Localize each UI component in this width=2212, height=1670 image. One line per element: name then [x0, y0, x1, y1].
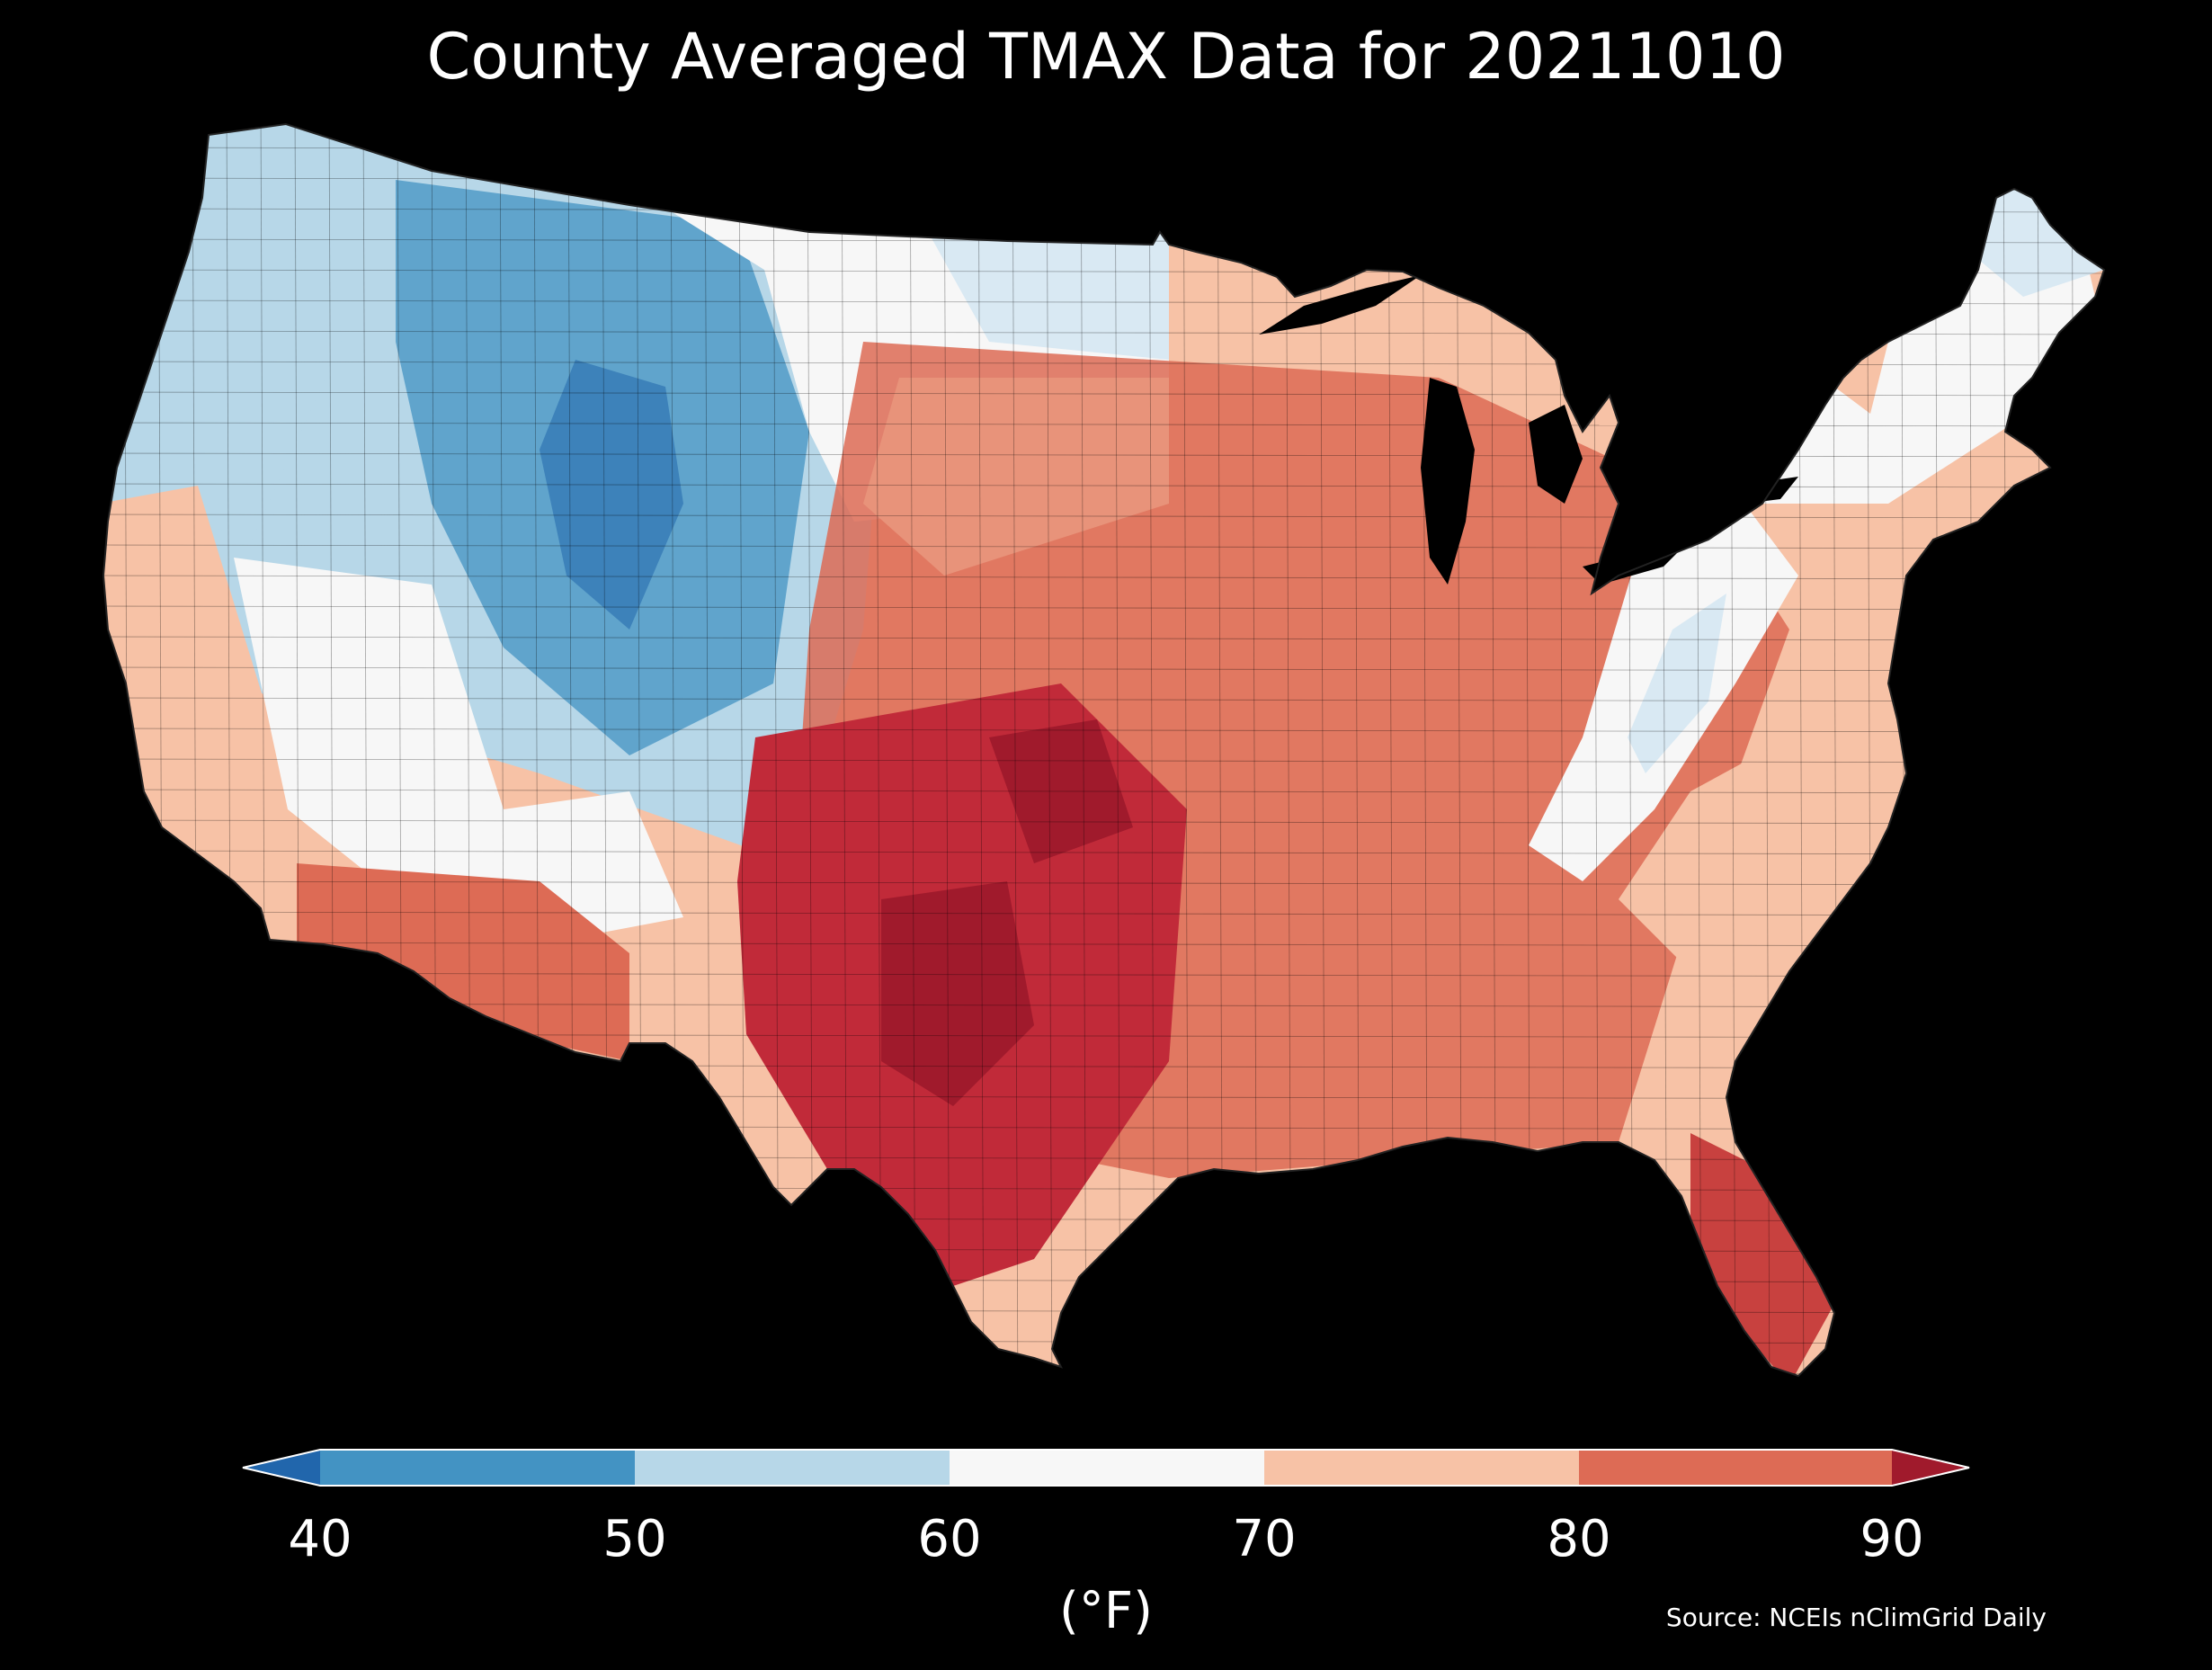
county-line [103, 666, 2104, 672]
colorbar-tick-label: 60 [917, 1510, 982, 1568]
region-desert-southwest [297, 863, 629, 1061]
county-line [103, 544, 2104, 549]
county-line [103, 514, 2104, 519]
county-line [103, 636, 2104, 641]
county-line [1148, 124, 1155, 1376]
lake-ontario [1735, 477, 1798, 504]
county-line [1080, 124, 1087, 1376]
region-oklahoma-hot-core [989, 719, 1133, 863]
colorbar-tick-label: 50 [602, 1510, 667, 1568]
county-line [123, 124, 130, 1376]
lake-huron [1529, 405, 1583, 504]
region-texas-hot-core [881, 881, 1034, 1106]
county-line [103, 789, 2104, 794]
county-line [103, 758, 2104, 764]
county-line [909, 124, 916, 1376]
region-central-plains [863, 378, 1169, 576]
county-line [1114, 124, 1121, 1376]
county-line [103, 697, 2104, 702]
region-california-coast [103, 486, 270, 935]
region-florida [1690, 1133, 1834, 1376]
county-line [103, 1370, 2104, 1375]
county-line [90, 1401, 2122, 1405]
county-line [977, 124, 985, 1376]
county-line [103, 911, 2104, 916]
county-line [103, 880, 2104, 886]
county-line [103, 819, 2104, 825]
colorbar-tick-label: 90 [1860, 1510, 1924, 1568]
county-line [103, 147, 2104, 152]
county-line [772, 124, 780, 1376]
lake-erie [1583, 540, 1690, 585]
county-line [1012, 124, 1019, 1376]
colorbar-tick-label: 40 [288, 1510, 352, 1568]
county-line [103, 483, 2104, 488]
lake-superior [1259, 275, 1421, 335]
county-line [1046, 124, 1053, 1376]
county-line [103, 850, 2104, 855]
region-appalachians-cool [1628, 594, 1726, 773]
great-lakes [1259, 275, 1798, 585]
region-great-basin [234, 558, 683, 944]
county-line [103, 605, 2104, 611]
region-colorado-peaks [540, 360, 683, 630]
county-line [2106, 108, 2111, 1403]
county-line [103, 942, 2104, 947]
county-line [103, 728, 2104, 733]
map-title: County Averaged TMAX Data for 20211010 [426, 20, 1786, 94]
colorbar-tick-label: 70 [1232, 1510, 1297, 1568]
colorbar-tick-label: 80 [1547, 1510, 1611, 1568]
county-line [90, 108, 95, 1403]
source-credit: Source: NCEIs nClimGrid Daily [1665, 1603, 2047, 1632]
county-line [103, 972, 2104, 978]
county-line [943, 124, 950, 1376]
colorbar-units-label: (°F) [1059, 1582, 1153, 1640]
county-line [90, 117, 2122, 121]
county-line [103, 575, 2104, 580]
county-line [1934, 124, 1941, 1376]
lake-michigan [1421, 378, 1475, 585]
region-carolinas [1619, 683, 1906, 989]
